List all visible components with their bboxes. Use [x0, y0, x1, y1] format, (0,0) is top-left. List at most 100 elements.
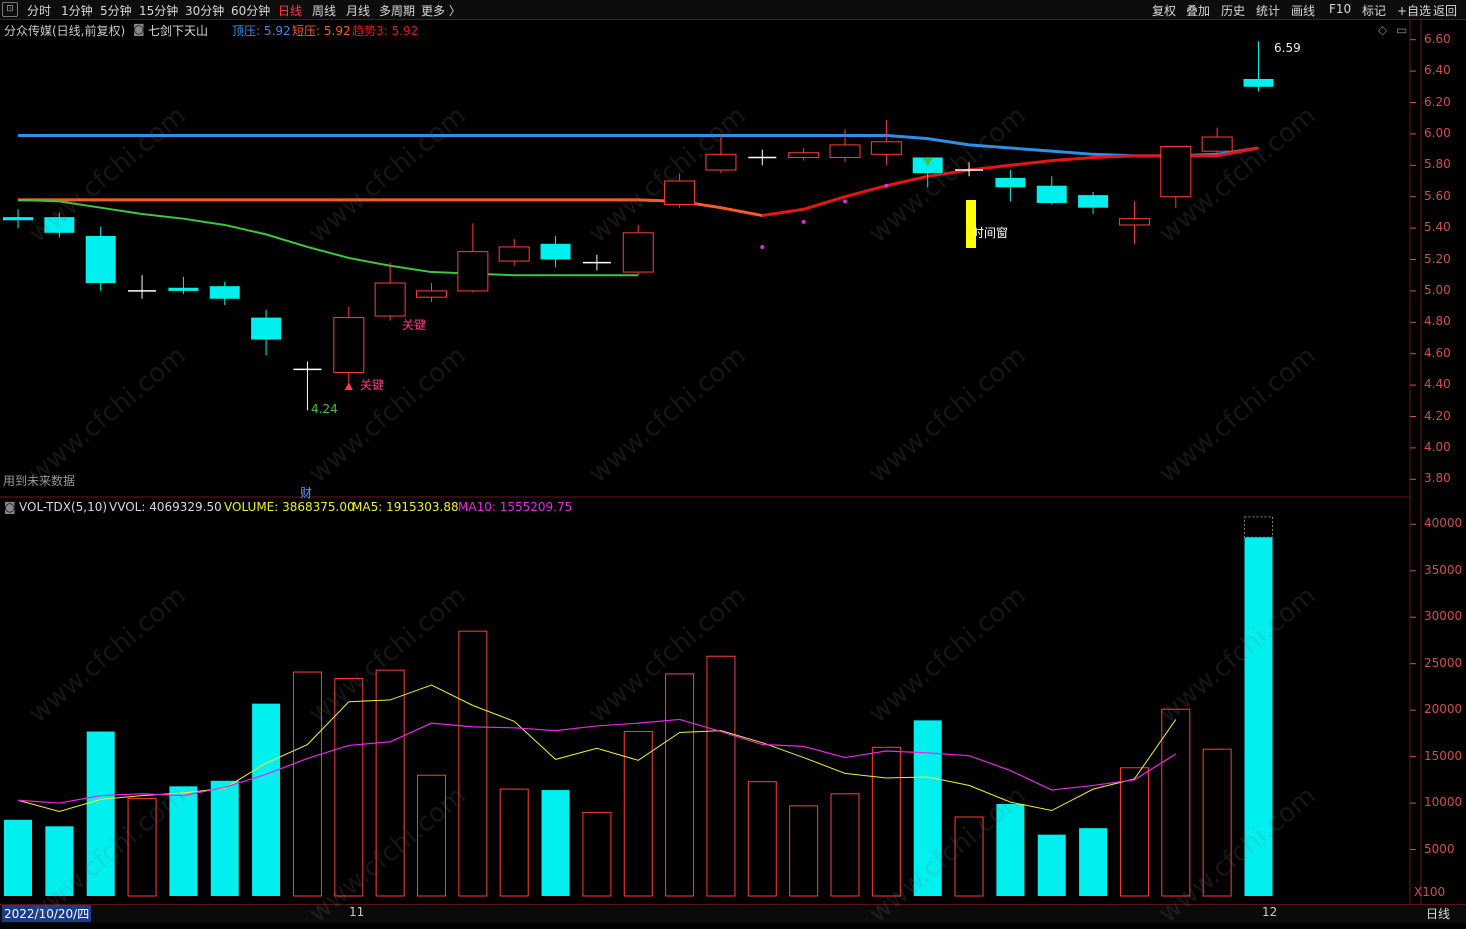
volume-tick-label: 5000: [1424, 841, 1455, 856]
price-tick-label: 4.80: [1424, 314, 1451, 329]
signal-label-b: 关键: [402, 318, 427, 332]
volume-bar: [830, 793, 860, 897]
add-watchlist-button[interactable]: +自选: [1397, 4, 1432, 18]
tab-weekly[interactable]: 周线: [312, 4, 337, 18]
candle-body: [44, 217, 75, 233]
volume-bar: [1202, 748, 1232, 897]
date-nov: 11: [349, 905, 365, 919]
volume-bar: [499, 788, 529, 897]
overlay-button[interactable]: 叠加: [1186, 4, 1211, 18]
volume-value: VOLUME: 3868375.00: [224, 500, 355, 514]
candle-body: [251, 317, 282, 340]
candle-body: [540, 243, 571, 260]
tab-1min[interactable]: 1分钟: [61, 4, 93, 18]
volume-bar: [1079, 828, 1108, 896]
volume-tick-label: 35000: [1424, 562, 1463, 577]
volume-bar: [1037, 834, 1066, 896]
volume-bar: [292, 671, 322, 897]
diamond-icon[interactable]: ◇: [1378, 23, 1388, 37]
volume-bar: [45, 826, 74, 896]
candle-body: [209, 286, 240, 299]
volume-bar: [996, 804, 1025, 896]
volume-bar: [86, 731, 115, 896]
candle-body: [870, 141, 902, 155]
stock-title: 分众传媒(日线,前复权): [4, 24, 126, 38]
volume-bar: [789, 805, 819, 897]
volume-bar: [747, 781, 777, 897]
history-button[interactable]: 历史: [1221, 4, 1246, 18]
volume-bar: [706, 655, 736, 897]
candle-body: [1243, 78, 1274, 87]
panel-box-icon[interactable]: ▭: [1396, 23, 1408, 37]
volume-bar: [127, 797, 157, 897]
short-line-value: 5.92: [323, 24, 351, 38]
volume-bar: [210, 780, 239, 896]
tab-multi-period[interactable]: 多周期: [379, 4, 416, 18]
volume-forecast-box: [1244, 516, 1273, 538]
time-window-label: 时间窗: [972, 226, 1009, 240]
draw-button[interactable]: 画线: [1291, 4, 1316, 18]
price-tick-label: 4.60: [1424, 345, 1451, 360]
candle-body: [622, 232, 654, 273]
volume-bar: [1161, 708, 1191, 897]
candle-body: [829, 144, 861, 158]
price-tick-label: 5.00: [1424, 282, 1451, 297]
volume-bar: [4, 819, 32, 896]
top-line-value: 5.92: [263, 24, 291, 38]
volume-tick-label: 20000: [1424, 702, 1463, 717]
price-tick-label: 6.20: [1424, 94, 1451, 109]
tab-30min[interactable]: 30分钟: [185, 4, 225, 18]
short-pressure-line: [18, 198, 763, 218]
tab-daily[interactable]: 日线: [278, 4, 303, 18]
date-dec: 12: [1262, 905, 1278, 919]
price-tick-label: 4.00: [1424, 439, 1451, 454]
price-tick-label: 6.40: [1424, 63, 1451, 78]
price-tick-label: 4.40: [1424, 377, 1451, 392]
tab-more[interactable]: 更多 〉: [421, 4, 461, 18]
volume-tick-label: 30000: [1424, 609, 1463, 624]
tab-60min[interactable]: 60分钟: [231, 4, 271, 18]
ma10-line: [17, 718, 1177, 804]
price-tick-label: 5.20: [1424, 251, 1451, 266]
volume-bar: [252, 703, 281, 896]
candle-body: [168, 287, 199, 291]
vol-indicator-name[interactable]: VOL-TDX(5,10): [19, 500, 108, 514]
volume-bar: [582, 811, 612, 897]
volume-bar: [1119, 767, 1149, 897]
tab-monthly[interactable]: 月线: [346, 4, 371, 18]
top-line-label: 顶压: 5.92: [232, 22, 291, 39]
indicator-name[interactable]: 七剑下天山: [148, 24, 209, 38]
back-button[interactable]: 返回: [1433, 4, 1458, 18]
ma10-value: MA10: 1555209.75: [458, 500, 573, 514]
down-arrow-icon: [922, 158, 933, 166]
volume-bar: [623, 731, 653, 897]
period-label[interactable]: 日线: [1410, 904, 1466, 923]
f10-button[interactable]: F10: [1329, 2, 1352, 16]
short-line-label: 短压: 5.92: [292, 22, 351, 39]
price-tick-label: 4.20: [1424, 408, 1451, 423]
volume-bar: [541, 790, 570, 896]
trend-line-value: 5.92: [391, 24, 419, 38]
stats-button[interactable]: 统计: [1256, 4, 1281, 18]
period-toolbar: ⊡ 分时 1分钟 5分钟 15分钟 30分钟 60分钟 日线 周线 月线 多周期…: [0, 0, 1466, 20]
candle-body: [457, 251, 489, 292]
price-tick-label: 6.00: [1424, 125, 1451, 140]
candle-body: [788, 152, 820, 158]
top-pressure-line: [18, 133, 1259, 158]
adjust-button[interactable]: 复权: [1152, 4, 1177, 18]
mark-button[interactable]: 标记: [1362, 4, 1387, 18]
time-window-marker: [966, 200, 976, 248]
finance-marker[interactable]: 财: [300, 486, 313, 500]
tab-15min[interactable]: 15分钟: [139, 4, 179, 18]
candle-body: [3, 217, 33, 221]
tab-intraday[interactable]: 分时: [27, 4, 52, 18]
candle-body: [995, 177, 1026, 188]
signal-dot: [843, 199, 847, 204]
window-restore-icon[interactable]: ⊡: [2, 2, 18, 17]
volume-bar: [169, 786, 198, 896]
indicator-menu-icon[interactable]: ◙: [133, 22, 145, 36]
volume-bar: [417, 774, 446, 897]
tab-5min[interactable]: 5分钟: [100, 4, 132, 18]
vol-menu-icon[interactable]: ◙: [4, 500, 16, 514]
